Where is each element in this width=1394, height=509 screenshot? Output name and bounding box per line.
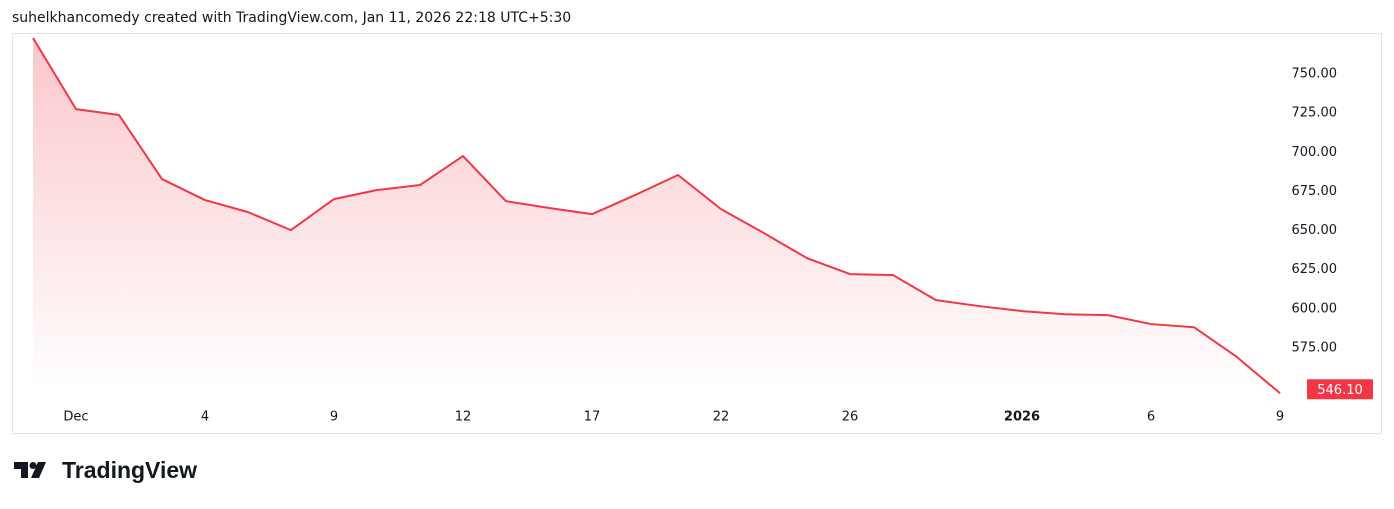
x-tick-label: 17	[584, 410, 601, 425]
x-tick-label: 4	[201, 410, 209, 425]
y-tick-label: 700.00	[1292, 145, 1338, 160]
x-tick-label: 9	[330, 410, 338, 425]
x-tick-label: 22	[713, 410, 730, 425]
y-tick-label: 625.00	[1292, 262, 1338, 277]
x-tick-label: 2026	[1004, 410, 1040, 425]
logo-icon	[14, 462, 46, 478]
line	[32, 37, 1281, 395]
last-price-label: 546.10	[1317, 383, 1363, 398]
last-price-box	[1307, 379, 1373, 400]
y-tick-label: 675.00	[1292, 184, 1338, 199]
x-tick-label: Dec	[63, 410, 88, 425]
chart-frame	[12, 33, 1382, 434]
y-tick-label: 750.00	[1292, 67, 1338, 82]
y-tick-label: 650.00	[1292, 223, 1338, 238]
y-tick-label: 575.00	[1292, 341, 1338, 356]
x-tick-label: 6	[1147, 410, 1155, 425]
x-tick-label: 26	[842, 410, 859, 425]
x-tick-label: 9	[1276, 410, 1284, 425]
y-tick-label: 725.00	[1292, 106, 1338, 121]
logo: TradingView	[62, 457, 197, 483]
x-tick-label: 12	[455, 410, 472, 425]
header: suhelkhancomedy created with TradingView…	[12, 10, 571, 26]
y-tick-label: 600.00	[1292, 301, 1338, 316]
area	[33, 38, 1280, 394]
